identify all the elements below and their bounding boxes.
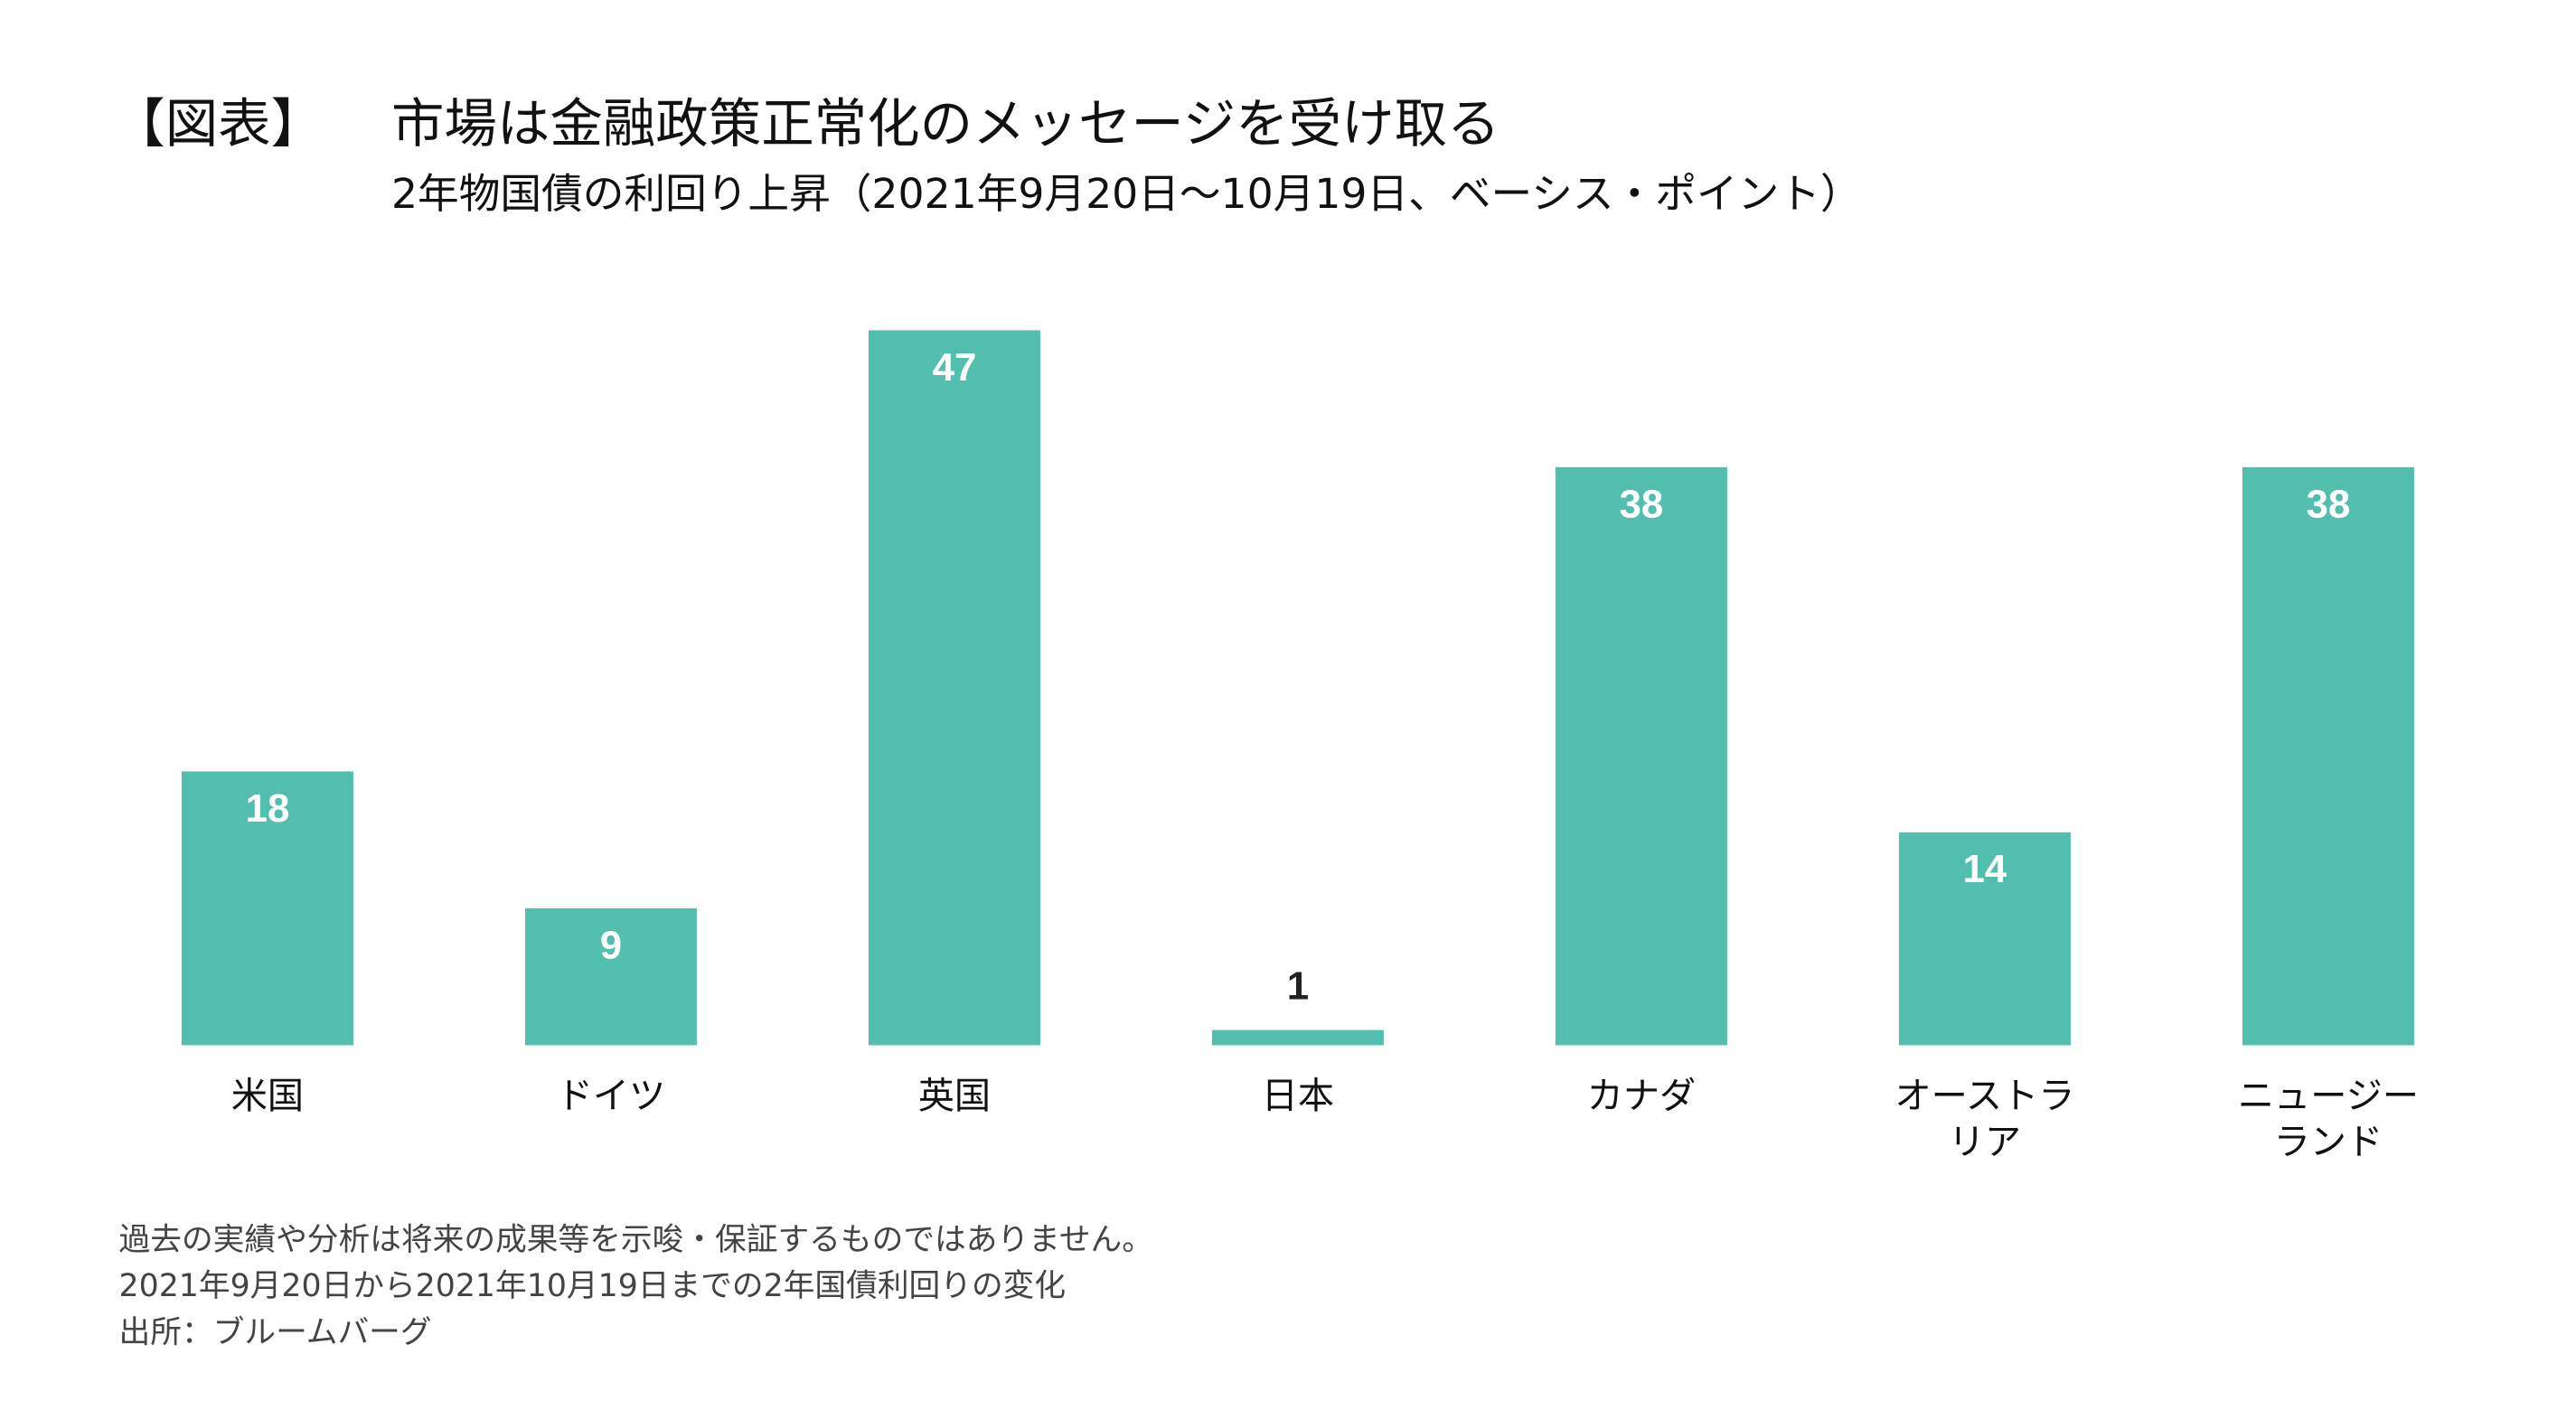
chart-subtitle: 2年物国債の利回り上昇（2021年9月20日～10月19日、ベーシス・ポイント） xyxy=(390,170,1862,219)
bar xyxy=(868,330,1040,1046)
footnote: 出所：ブルームバーグ xyxy=(118,1314,432,1351)
footnote: 過去の実績や分析は将来の成果等を示唆・保証するものではありません。 xyxy=(118,1221,1153,1259)
bar xyxy=(1211,1029,1384,1046)
value-label: 38 xyxy=(1620,482,1664,526)
value-label: 9 xyxy=(600,923,622,967)
value-label: 47 xyxy=(933,345,977,390)
x-tick-label: ドイツ xyxy=(556,1076,666,1118)
bar xyxy=(181,771,353,1046)
x-tick-label: ニュージーランド xyxy=(2237,1076,2420,1164)
footnote: 2021年9月20日から2021年10月19日までの2年国債利回りの変化 xyxy=(118,1268,1067,1305)
x-tick-label: カナダ xyxy=(1586,1076,1697,1118)
value-label: 18 xyxy=(246,786,290,831)
x-tick-label: 米国 xyxy=(230,1076,305,1118)
x-tick-label: 日本 xyxy=(1261,1076,1335,1118)
value-label: 38 xyxy=(2307,482,2351,526)
value-label: 1 xyxy=(1287,964,1309,1009)
bar xyxy=(2242,466,2414,1046)
figure-label: 【図表】 xyxy=(112,92,324,155)
x-tick-label: オーストラリア xyxy=(1894,1076,2075,1164)
value-label: 14 xyxy=(1963,847,2007,891)
bar xyxy=(524,907,697,1046)
bar xyxy=(1555,466,1727,1046)
chart-title: 市場は金融政策正常化のメッセージを受け取る xyxy=(390,92,1500,155)
x-tick-label: 英国 xyxy=(917,1076,992,1118)
bar xyxy=(1898,832,2071,1046)
